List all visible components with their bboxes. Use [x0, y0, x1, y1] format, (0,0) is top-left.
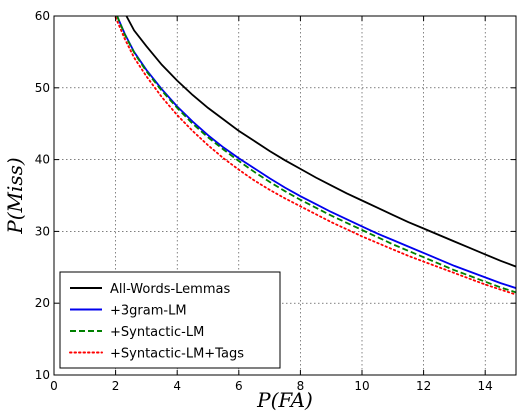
- legend-label-2: +Syntactic-LM: [110, 325, 204, 340]
- x-tick-label: 8: [297, 379, 305, 393]
- series-line-2: [116, 16, 516, 294]
- legend: All-Words-Lemmas +3gram-LM +Syntactic-LM +S…: [59, 271, 281, 369]
- series-line-3: [114, 16, 516, 296]
- y-axis-label: P(Miss): [3, 157, 27, 234]
- x-tick-label: 14: [478, 379, 493, 393]
- x-tick-label: 6: [235, 379, 243, 393]
- y-tick-label: 20: [35, 296, 50, 310]
- series-line-0: [125, 16, 516, 268]
- y-tick-label: 60: [35, 9, 50, 23]
- legend-label-3: +Syntactic-LM+Tags: [110, 347, 244, 362]
- x-tick-label: 12: [416, 379, 431, 393]
- y-tick-label: 40: [35, 153, 50, 167]
- ticks: 0 2 4 6 8 10 12 14 10 20 30 40 50 60: [35, 9, 516, 393]
- x-tick-label: 2: [112, 379, 120, 393]
- x-tick-label: 4: [173, 379, 181, 393]
- legend-label-1: +3gram-LM: [110, 304, 187, 319]
- x-tick-label: 10: [354, 379, 369, 393]
- y-tick-label: 10: [35, 368, 50, 382]
- y-tick-label: 30: [35, 224, 50, 238]
- x-axis-label: P(FA): [256, 388, 313, 412]
- y-tick-label: 50: [35, 81, 50, 95]
- series-layer: [114, 16, 516, 296]
- x-tick-label: 0: [50, 379, 58, 393]
- series-line-1: [116, 16, 516, 289]
- plot-frame: [53, 15, 517, 376]
- legend-label-0: All-Words-Lemmas: [110, 282, 230, 297]
